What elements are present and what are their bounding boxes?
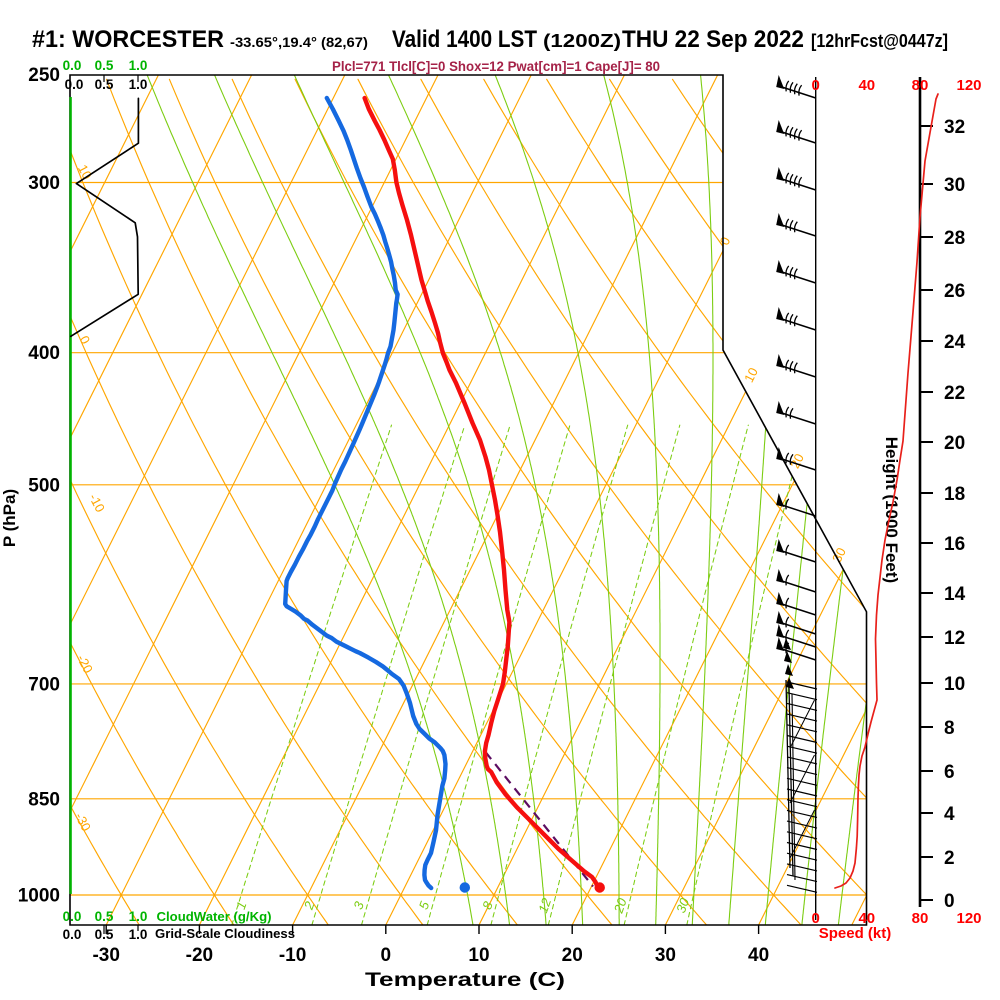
svg-text:80: 80	[912, 910, 929, 927]
svg-text:Grid-Scale Cloudiness: Grid-Scale Cloudiness	[155, 926, 295, 941]
svg-text:500: 500	[28, 475, 60, 496]
svg-text:40: 40	[748, 945, 769, 966]
svg-text:30: 30	[655, 945, 676, 966]
svg-text:120: 120	[956, 77, 981, 94]
svg-text:-33.65°,19.4° (82,67): -33.65°,19.4° (82,67)	[230, 35, 368, 50]
svg-text:1.0: 1.0	[129, 927, 148, 942]
svg-text:0.5: 0.5	[95, 58, 114, 73]
svg-text:-30: -30	[92, 945, 119, 966]
svg-text:Temperature (C): Temperature (C)	[365, 970, 565, 991]
svg-text:24: 24	[944, 332, 966, 353]
svg-text:30: 30	[829, 545, 849, 565]
svg-text:10: 10	[944, 674, 965, 695]
svg-text:400: 400	[28, 343, 60, 364]
svg-text:26: 26	[944, 281, 965, 302]
svg-text:(1200Z): (1200Z)	[543, 30, 621, 51]
svg-text:22: 22	[944, 383, 965, 404]
svg-text:0: 0	[812, 910, 820, 927]
svg-text:1.0: 1.0	[129, 58, 148, 73]
svg-text:120: 120	[956, 910, 981, 927]
svg-text:0.0: 0.0	[63, 58, 82, 73]
svg-text:18: 18	[944, 484, 965, 505]
svg-text:0: 0	[381, 945, 392, 966]
svg-text:0.0: 0.0	[65, 77, 84, 92]
svg-text:0.5: 0.5	[95, 909, 114, 924]
svg-text:6: 6	[944, 762, 955, 783]
svg-text:1.0: 1.0	[129, 909, 148, 924]
svg-text:P (hPa): P (hPa)	[0, 489, 19, 547]
svg-text:12: 12	[944, 628, 965, 649]
svg-text:CloudWater (g/Kg): CloudWater (g/Kg)	[157, 909, 272, 924]
svg-text:10: 10	[741, 365, 761, 385]
svg-text:0.5: 0.5	[95, 77, 114, 92]
svg-text:30: 30	[673, 895, 692, 914]
svg-text:0: 0	[812, 77, 820, 94]
svg-text:80: 80	[912, 77, 929, 94]
svg-text:10: 10	[75, 162, 95, 182]
svg-text:850: 850	[28, 789, 60, 810]
svg-text:10: 10	[468, 945, 489, 966]
svg-text:-10: -10	[279, 945, 306, 966]
svg-text:Valid 1400 LST: Valid 1400 LST	[392, 26, 537, 53]
svg-text:0: 0	[944, 891, 955, 912]
svg-text:40: 40	[858, 910, 875, 927]
svg-text:1.0: 1.0	[129, 77, 148, 92]
svg-text:-20: -20	[186, 945, 213, 966]
svg-text:20: 20	[610, 895, 630, 915]
svg-text:[12hrFcst@0447z]: [12hrFcst@0447z]	[811, 30, 948, 51]
svg-text:20: 20	[562, 945, 583, 966]
svg-text:1000: 1000	[18, 886, 60, 907]
svg-text:1: 1	[233, 900, 250, 912]
svg-text:#1: WORCESTER: #1: WORCESTER	[32, 26, 224, 53]
svg-text:2: 2	[944, 848, 955, 869]
svg-text:0.5: 0.5	[95, 927, 114, 942]
svg-text:32: 32	[944, 117, 965, 138]
svg-text:250: 250	[28, 65, 60, 86]
svg-text:300: 300	[28, 173, 60, 194]
svg-text:THU 22 Sep 2022: THU 22 Sep 2022	[622, 26, 804, 53]
svg-text:700: 700	[28, 674, 60, 695]
svg-text:20: 20	[944, 433, 965, 454]
svg-text:0.0: 0.0	[63, 927, 82, 942]
svg-text:40: 40	[858, 77, 875, 94]
svg-text:30: 30	[944, 175, 965, 196]
svg-text:8: 8	[944, 718, 955, 739]
svg-text:Plcl=771 Tlcl[C]=0 Shox=12 Pwa: Plcl=771 Tlcl[C]=0 Shox=12 Pwat[cm]=1 Ca…	[332, 59, 660, 74]
svg-text:14: 14	[944, 584, 966, 605]
svg-text:16: 16	[944, 534, 965, 555]
svg-text:12: 12	[535, 895, 554, 914]
svg-text:0.0: 0.0	[63, 909, 82, 924]
svg-text:4: 4	[944, 804, 955, 825]
svg-text:Speed (kt): Speed (kt)	[819, 925, 892, 942]
svg-text:28: 28	[944, 228, 965, 249]
